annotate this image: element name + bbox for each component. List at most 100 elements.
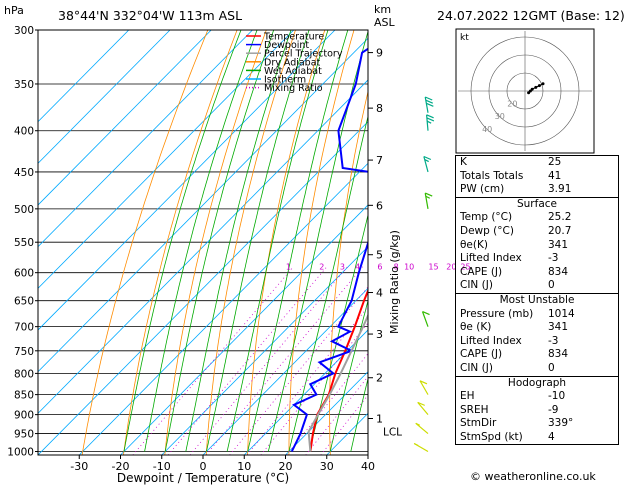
mixing-ratio-line xyxy=(305,375,368,455)
isotherm xyxy=(120,204,368,455)
pressure-tick-label: 750 xyxy=(14,346,34,358)
wet-adiabat xyxy=(247,30,349,452)
row-label: Totals Totals xyxy=(460,169,524,182)
isotherm xyxy=(202,287,368,455)
isotherm xyxy=(161,246,368,455)
isotherm xyxy=(38,37,368,373)
row-label: Lifted Index xyxy=(460,334,522,347)
wet-adiabat xyxy=(164,30,275,452)
row-label: SREH xyxy=(460,403,489,416)
wind-barb xyxy=(426,114,435,131)
wet-adiabat xyxy=(185,30,292,452)
wind-barb xyxy=(419,380,429,395)
location-title: 38°44'N 332°04'W 113m ASL xyxy=(58,8,243,23)
wind-barb xyxy=(424,192,433,209)
row-label: Temp (°C) xyxy=(460,211,513,224)
temp-tick-label: 0 xyxy=(200,460,207,473)
height-tick-label: 9 xyxy=(376,47,383,60)
barb-shaft xyxy=(415,422,429,435)
indices-table: K 25 Totals Totals 41 PW (cm) 3.91 Surface Te… xyxy=(455,155,619,446)
wind-barb xyxy=(421,311,430,327)
row-value: 20.7 xyxy=(548,224,572,237)
height-tick-label: 7 xyxy=(376,154,383,167)
row-value: 25 xyxy=(548,156,562,168)
height-tick-label: 5 xyxy=(376,249,383,262)
barb-feather xyxy=(424,96,433,101)
wet-adiabat xyxy=(329,299,368,452)
barb-shaft xyxy=(424,192,429,209)
isotherm xyxy=(38,30,253,248)
barb-feather xyxy=(422,311,430,316)
barb-feather xyxy=(423,155,432,161)
hodograph-point xyxy=(541,82,545,86)
lcl-label: LCL xyxy=(383,427,402,439)
row-label: CAPE (J) xyxy=(460,348,503,361)
table-row: CAPE (J) 834 xyxy=(456,266,618,280)
height-unit-asl: ASL xyxy=(374,16,395,29)
wind-barb xyxy=(424,96,434,113)
mixing-ratio-line xyxy=(167,266,328,455)
wet-adiabat xyxy=(226,30,329,452)
barb-shaft xyxy=(421,311,429,327)
height-unit-km: km xyxy=(374,3,392,16)
mixing-ratio-line xyxy=(229,286,368,455)
row-label: Lifted Index xyxy=(460,252,522,265)
height-tick-label: 8 xyxy=(376,102,383,115)
mixing-ratio-label: 10 xyxy=(404,263,414,272)
chart-series xyxy=(290,47,368,452)
mixing-ratio-line xyxy=(246,306,368,455)
barb-shaft xyxy=(417,401,429,416)
mixing-ratio-line xyxy=(189,266,348,455)
wet-adiabat xyxy=(350,377,368,452)
legend-label: Isotherm xyxy=(264,75,306,86)
series-parcel-trajectory xyxy=(307,313,368,452)
table-row: Temp (°C) 25.2 xyxy=(456,211,618,225)
barb-feather xyxy=(426,102,434,107)
row-value: 3.91 xyxy=(548,183,572,196)
wind-barb xyxy=(413,442,429,453)
mixing-ratio-axis-label: Mixing Ratio (g/kg) xyxy=(388,230,401,334)
copyright-footer: © weatheronline.co.uk xyxy=(470,470,596,483)
table-row: CAPE (J) 834 xyxy=(456,348,618,362)
isotherm xyxy=(38,79,368,414)
wind-barbs xyxy=(413,96,435,453)
row-label: CIN (J) xyxy=(460,279,493,292)
dry-adiabat xyxy=(205,30,296,455)
pressure-tick-label: 800 xyxy=(14,368,34,380)
dry-adiabat xyxy=(81,30,209,455)
row-label: StmSpd (kt) xyxy=(460,430,523,443)
row-value: 339° xyxy=(548,417,574,430)
table-row: CIN (J) 0 xyxy=(456,279,618,293)
datetime-title: 24.07.2022 12GMT (Base: 12) xyxy=(437,8,625,23)
mixing-ratio-line xyxy=(260,322,368,455)
pressure-tick-label: 850 xyxy=(14,390,34,402)
pressure-tick-label: 650 xyxy=(14,296,34,308)
isotherm xyxy=(38,30,130,123)
table-row: Lifted Index -3 xyxy=(456,335,618,349)
pressure-tick-label: 900 xyxy=(14,410,34,422)
isotherm xyxy=(38,30,212,206)
mixing-ratio-label: 8 xyxy=(394,263,399,272)
temp-tick-label: 40 xyxy=(361,460,375,473)
hodograph-table-title: Hodograph xyxy=(507,376,567,389)
pressure-tick-label: 600 xyxy=(14,268,34,280)
row-label: Dewp (°C) xyxy=(460,224,514,237)
temp-tick-label: 20 xyxy=(279,460,293,473)
barb-feather xyxy=(424,192,433,197)
hodograph-point xyxy=(534,85,538,89)
legend-label: Wet Adiabat xyxy=(264,66,322,77)
row-value: -3 xyxy=(548,252,559,265)
pressure-tick-label: 550 xyxy=(14,237,34,249)
mixing-ratio-label: 25 xyxy=(460,263,470,272)
mixing-ratio-label: 6 xyxy=(377,263,382,272)
temp-tick-label: 10 xyxy=(237,460,251,473)
barb-feather xyxy=(426,114,434,119)
height-tick-label: 2 xyxy=(376,372,383,385)
barb-shaft xyxy=(426,114,429,131)
mixing-ratio-line xyxy=(320,394,368,455)
pressure-tick-label: 300 xyxy=(14,25,34,37)
wind-barb xyxy=(423,155,432,173)
hodograph-point xyxy=(537,84,541,88)
hodograph-ring-label: 20 xyxy=(507,100,517,109)
